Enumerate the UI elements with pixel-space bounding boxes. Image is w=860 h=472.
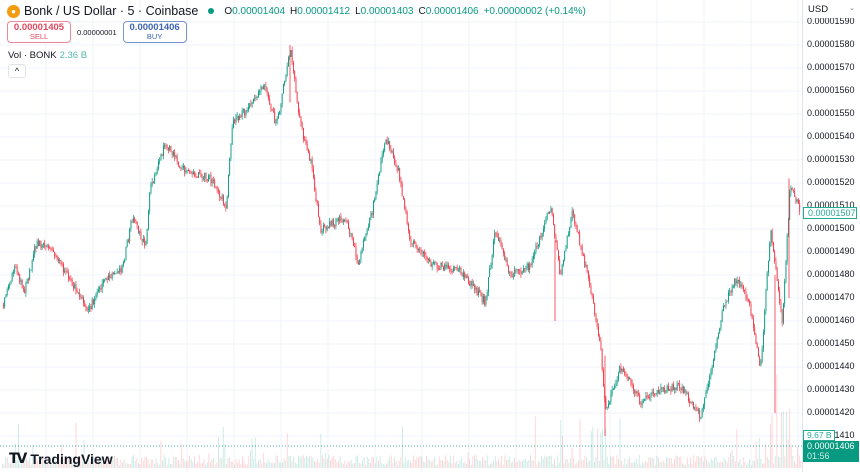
symbol-legend: ● Bonk / US Dollar · 5 · Coinbase O0.000…: [7, 4, 586, 18]
high-value: 0.00001412: [297, 5, 351, 17]
last-price-tag: 0.00001507: [803, 207, 857, 219]
current-price: 0.00001406: [807, 441, 855, 451]
price-axis-label: 0.00001490: [807, 246, 855, 256]
price-axis-label: 0.00001550: [807, 108, 855, 118]
buy-label: BUY: [146, 32, 163, 41]
price-axis-label: 0.00001570: [807, 62, 855, 72]
currency-select[interactable]: USD ⌄: [803, 4, 859, 18]
trade-panel: 0.00001405 SELL 0.00000001 0.00001406 BU…: [7, 21, 187, 43]
ohlc-values: O0.00001404 H0.00001412 L0.00001403 C0.0…: [224, 5, 586, 17]
price-axis-label: 0.00001540: [807, 131, 855, 141]
currency-value: USD: [808, 4, 829, 15]
volume-value: 2.36 B: [59, 50, 88, 61]
change-value: +0.00000002 (+0.14%): [483, 5, 586, 17]
open-value: 0.00001404: [232, 5, 286, 17]
price-axis-label: 0.00001500: [807, 223, 855, 233]
market-status-dot-icon: [208, 8, 215, 14]
buy-price: 0.00001406: [129, 22, 180, 33]
sell-price: 0.00001405: [13, 22, 65, 33]
price-axis-label: 0.00001420: [807, 407, 855, 417]
volume-label: Vol · BONK: [8, 50, 57, 61]
price-axis-label: 0.00001460: [807, 315, 855, 325]
close-value: 0.00001406: [425, 5, 479, 17]
chevron-up-icon: ^: [14, 66, 20, 76]
chevron-down-icon: ⌄: [849, 5, 855, 12]
bonk-coin-icon: ●: [7, 4, 20, 18]
collapse-legend-button[interactable]: ^: [8, 64, 26, 78]
tradingview-wordmark: TradingView: [30, 450, 113, 467]
spread-value: 0.00000001: [77, 27, 117, 37]
sell-button[interactable]: 0.00001405 SELL: [7, 21, 71, 43]
tradingview-mark-icon: 𝗧𝗩: [9, 450, 27, 466]
price-axis-label: 0.00001580: [807, 39, 855, 49]
buy-button[interactable]: 0.00001406 BUY: [122, 21, 187, 43]
bar-countdown: 01:56: [807, 451, 830, 461]
price-axis-label: 0.00001520: [807, 177, 855, 187]
current-price-tag: 0.00001406 01:56: [803, 441, 859, 462]
low-value: 0.00001403: [360, 5, 414, 17]
price-axis-label: 0.00001590: [807, 16, 855, 26]
volume-tag: 9.67 B: [803, 430, 835, 441]
price-axis-label: 0.00001510: [807, 200, 855, 210]
volume-legend[interactable]: Vol · BONK 2.36 B: [8, 50, 87, 61]
price-axis-label: 0.00001450: [807, 338, 855, 348]
price-axis-label: 0.00001470: [807, 292, 855, 302]
sell-label: SELL: [29, 32, 49, 41]
price-axis-label: 0.00001480: [807, 269, 855, 279]
symbol-title[interactable]: Bonk / US Dollar · 5 · Coinbase: [24, 4, 199, 18]
price-axis-label: 0.00001430: [807, 384, 855, 394]
price-axis-label: 0.00001440: [807, 361, 855, 371]
price-axis-label: 0.00001560: [807, 85, 855, 95]
tradingview-logo[interactable]: 𝗧𝗩 TradingView: [9, 450, 113, 467]
price-axis-label: 0.00001530: [807, 154, 855, 164]
